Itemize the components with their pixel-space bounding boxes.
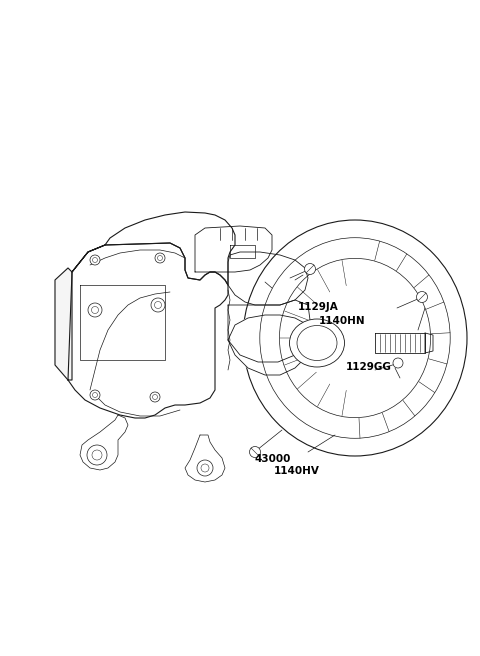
Circle shape [151, 298, 165, 312]
Circle shape [304, 264, 315, 274]
Polygon shape [375, 333, 425, 353]
Text: 1140HV: 1140HV [274, 466, 320, 476]
Circle shape [250, 447, 261, 457]
Polygon shape [68, 243, 228, 418]
Circle shape [155, 253, 165, 263]
Polygon shape [72, 212, 235, 285]
Polygon shape [228, 315, 310, 375]
Polygon shape [228, 252, 308, 305]
Circle shape [150, 392, 160, 402]
Circle shape [90, 255, 100, 265]
Circle shape [393, 358, 403, 368]
Circle shape [88, 303, 102, 317]
Ellipse shape [243, 220, 467, 456]
Ellipse shape [289, 319, 345, 367]
Text: 1129JA: 1129JA [298, 302, 338, 312]
Polygon shape [80, 415, 128, 470]
Polygon shape [425, 333, 433, 353]
Polygon shape [185, 435, 225, 482]
Polygon shape [55, 268, 72, 380]
Text: 1140HN: 1140HN [319, 316, 366, 327]
Polygon shape [195, 226, 272, 272]
Circle shape [87, 445, 107, 465]
Polygon shape [228, 300, 310, 362]
Circle shape [90, 390, 100, 400]
Text: 43000: 43000 [254, 454, 291, 464]
Circle shape [197, 460, 213, 476]
Circle shape [417, 291, 428, 302]
Text: 1129GG: 1129GG [346, 362, 392, 373]
